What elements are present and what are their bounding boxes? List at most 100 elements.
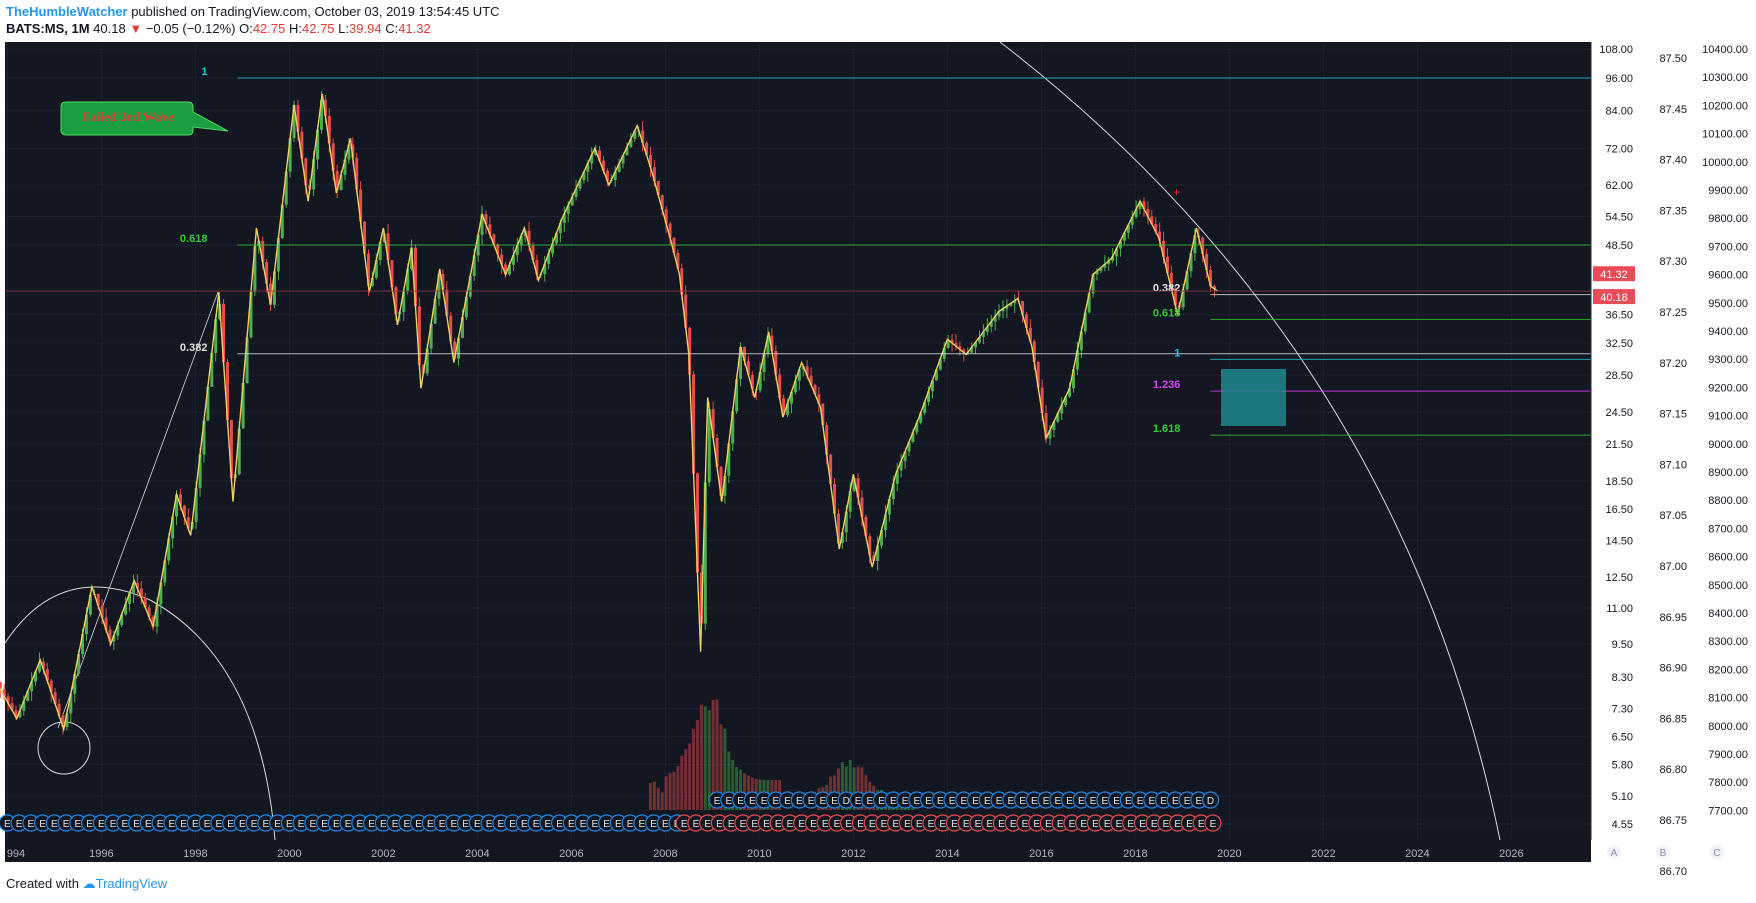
price-change: −0.05 (−0.12%) (145, 21, 236, 36)
candle-body (355, 157, 359, 190)
candle-body (586, 163, 590, 172)
event-letter: E (763, 819, 770, 830)
candle-body (950, 339, 954, 344)
volume-bar (856, 766, 860, 810)
author-link[interactable]: TheHumbleWatcher (6, 4, 128, 19)
event-letter: E (740, 819, 747, 830)
candle-body (551, 243, 555, 254)
event-marker: E (139, 814, 157, 832)
candle-body (147, 607, 151, 617)
event-letter: E (204, 819, 211, 830)
event-letter: E (216, 819, 223, 830)
price-tick-C: 9800.00 (1708, 213, 1748, 225)
event-circle (1201, 791, 1220, 809)
candle-body (821, 403, 825, 425)
tradingview-brand[interactable]: TradingView (95, 876, 168, 891)
event-letter: E (1195, 796, 1202, 807)
event-letter: E (368, 819, 375, 830)
price-tick-B: 86.70 (1659, 866, 1687, 878)
candle-body (938, 358, 942, 370)
candle-body (758, 372, 762, 391)
volume-bar (688, 743, 692, 810)
candle-body (927, 391, 931, 403)
created-with-text: Created with (6, 876, 79, 891)
event-letter: E (1045, 819, 1052, 830)
event-marker: E (804, 814, 823, 832)
candle-body (30, 681, 34, 692)
event-marker: E (675, 814, 693, 832)
event-marker: E (1169, 814, 1187, 832)
candle-body (519, 235, 523, 246)
event-letter: E (1057, 819, 1064, 830)
candle-body (108, 629, 112, 642)
candle-body (296, 104, 300, 132)
candle-body (1111, 256, 1115, 261)
candle-body (594, 150, 598, 156)
time-tick: 2008 (653, 848, 677, 860)
candle-body (883, 514, 887, 531)
candle-body (582, 171, 586, 181)
volume-bar (864, 774, 868, 810)
candle-body (613, 171, 617, 181)
volume-bar (656, 787, 660, 810)
volume-bar (742, 773, 746, 810)
candle-body (601, 160, 605, 171)
candle-body (1189, 253, 1193, 272)
fib-label: 1.618 (1153, 423, 1181, 435)
candle-body (84, 614, 88, 635)
event-marker: E (292, 814, 310, 832)
candle-body (480, 214, 484, 235)
candle-body (750, 375, 754, 390)
time-tick: 2026 (1499, 848, 1523, 860)
candle-body (77, 654, 81, 674)
candle-body (351, 144, 355, 158)
event-letter: E (192, 819, 199, 830)
event-letter: E (928, 819, 935, 830)
price-tick-A: 18.50 (1605, 476, 1633, 488)
volume-bar (840, 762, 844, 810)
price-tick-C: 7900.00 (1708, 749, 1748, 761)
candle-body (695, 473, 699, 573)
candle-body (1138, 201, 1142, 210)
candle-body (1001, 308, 1005, 312)
target-zone[interactable] (1221, 369, 1286, 426)
price-tick-A: 11.00 (1606, 603, 1633, 615)
price-tick-A: 5.10 (1612, 791, 1633, 803)
event-letter: E (1127, 819, 1134, 830)
candle-body (425, 348, 429, 374)
event-letter: E (1066, 796, 1073, 807)
event-letter: E (693, 819, 700, 830)
event-letter: E (86, 819, 93, 830)
candle-body (891, 483, 895, 500)
candle-body (860, 497, 864, 517)
candle-body (245, 337, 249, 383)
candle-body (813, 384, 817, 395)
event-letter: E (1116, 819, 1123, 830)
volume-bar (664, 776, 668, 810)
candle-body (633, 130, 637, 139)
event-letter: E (925, 796, 932, 807)
wave-path (0, 93, 1219, 733)
close-label: C: (385, 21, 399, 36)
event-letter: D (843, 796, 850, 807)
candle-body (45, 669, 49, 681)
callout[interactable]: Failed 3rd Wave (60, 101, 229, 136)
candle-body (500, 254, 504, 265)
price-tick-C: 8400.00 (1708, 608, 1748, 620)
candle-body (49, 680, 53, 693)
price-tick-B: 87.00 (1659, 561, 1687, 573)
scale-buttons[interactable]: A B C (1607, 845, 1724, 859)
candle-body (993, 316, 997, 322)
candle-body (65, 713, 69, 728)
time-tick: 2012 (841, 848, 865, 860)
event-marker: E (943, 791, 961, 809)
price-tick-A: 48.50 (1605, 240, 1633, 252)
candle-body (370, 277, 374, 286)
price-tick-A: 54.50 (1605, 212, 1633, 224)
event-letter: E (937, 796, 944, 807)
event-letter: E (1125, 796, 1132, 807)
candle-body (805, 366, 809, 376)
candle-body (707, 409, 711, 483)
time-tick: 2002 (371, 848, 395, 860)
